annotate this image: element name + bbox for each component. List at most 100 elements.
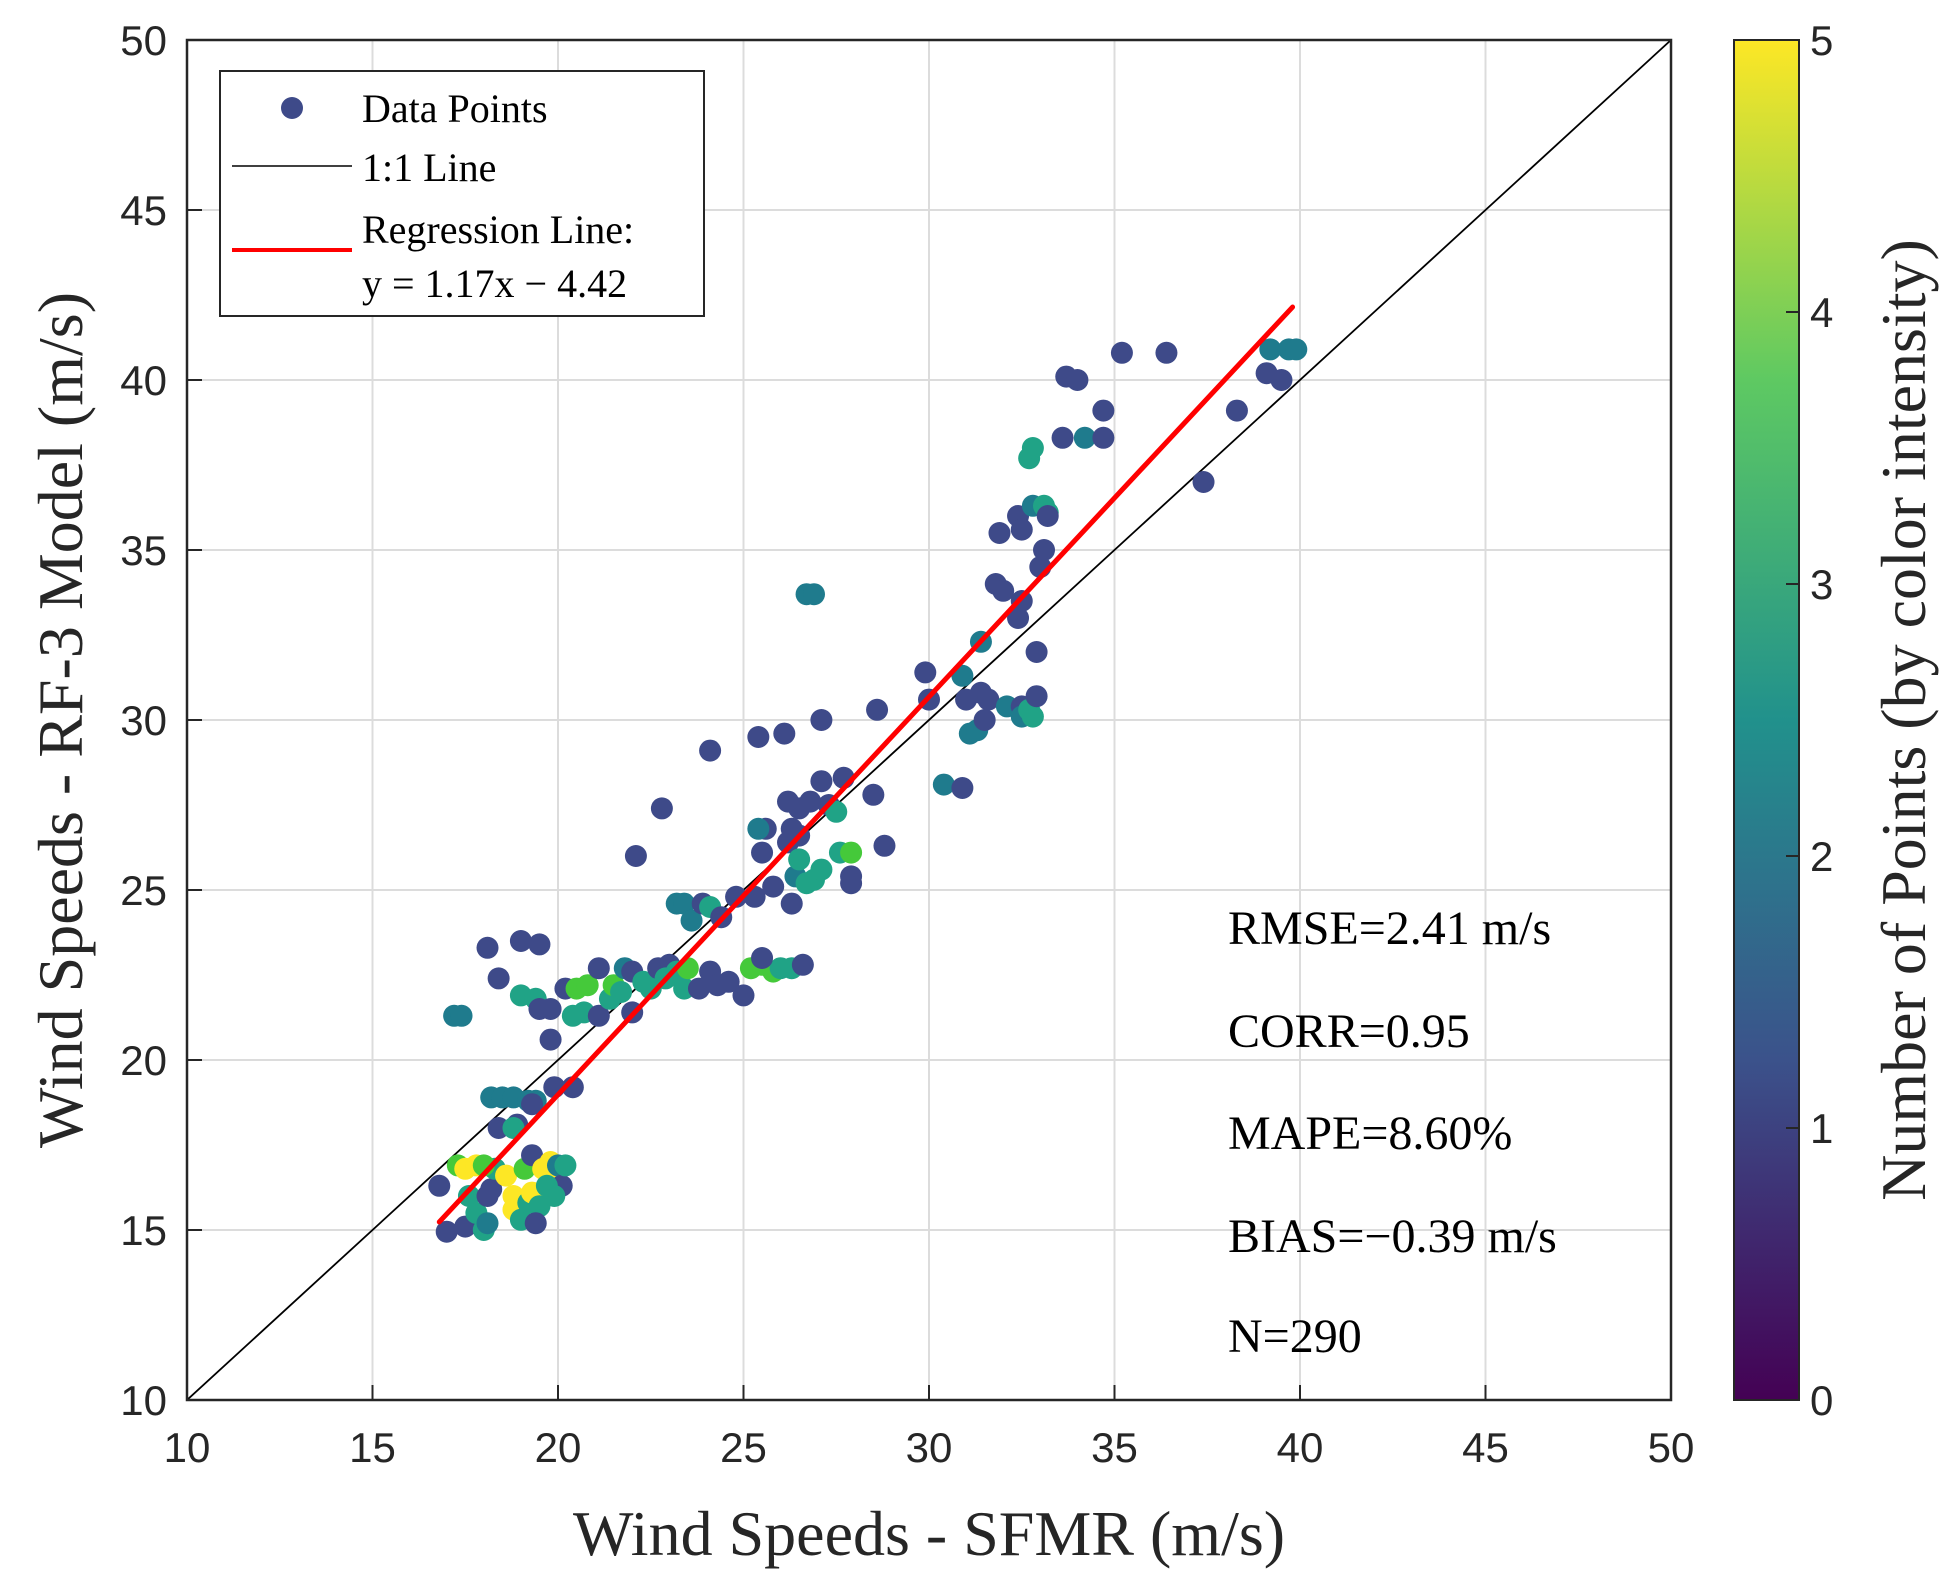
y-tick-label: 30 — [120, 697, 167, 744]
data-point — [799, 790, 822, 813]
x-tick-label: 25 — [720, 1424, 767, 1471]
y-tick-label: 15 — [120, 1207, 167, 1254]
regression-line-path — [436, 304, 1296, 1225]
data-point — [539, 998, 562, 1020]
data-point — [840, 841, 863, 864]
stat-bias: BIAS=−0.39 m/s — [1228, 1210, 1557, 1263]
data-point — [673, 892, 696, 915]
data-point — [762, 875, 785, 898]
data-point — [509, 930, 532, 952]
data-point — [476, 1212, 499, 1235]
data-point — [780, 892, 803, 915]
x-tick-label: 20 — [535, 1424, 582, 1471]
data-point — [725, 885, 748, 908]
axis-ticks: 10 15 20 25 30 35 40 45 50 10 15 20 25 30 35 40 45 50 — [120, 17, 1694, 1471]
data-point — [825, 800, 848, 823]
data-point — [576, 974, 599, 997]
y-tick-label: 35 — [120, 527, 167, 574]
colorbar: 0 1 2 3 4 5 Number of Points (by color intens… — [1733, 17, 1939, 1424]
legend-label-regression-equation: y = 1.17x − 4.42 — [362, 261, 627, 306]
data-point — [528, 933, 551, 956]
data-point — [747, 817, 770, 840]
data-point — [1092, 399, 1115, 422]
data-point — [840, 872, 863, 895]
stat-mape: MAPE=8.60% — [1228, 1107, 1512, 1160]
colorbar-tick-label: 0 — [1810, 1377, 1833, 1424]
data-point — [751, 841, 774, 864]
data-point — [1036, 505, 1059, 527]
colorbar-tick-label: 1 — [1810, 1105, 1833, 1152]
x-axis-label: Wind Speeds - SFMR (m/s) — [573, 1498, 1285, 1569]
data-point — [535, 1174, 558, 1197]
data-point — [699, 739, 722, 762]
data-point — [1033, 539, 1056, 561]
data-point — [1110, 341, 1133, 364]
data-point — [1155, 341, 1178, 364]
y-tick-label: 20 — [120, 1037, 167, 1084]
data-point — [1066, 369, 1089, 391]
data-point — [951, 777, 974, 799]
data-point — [587, 957, 610, 980]
data-point — [810, 770, 833, 793]
legend-marker-data-points — [281, 97, 303, 119]
data-point — [1073, 426, 1096, 449]
data-point — [751, 947, 774, 969]
x-tick-label: 45 — [1462, 1424, 1509, 1471]
data-point — [1225, 399, 1248, 422]
stat-corr: CORR=0.95 — [1228, 1005, 1470, 1058]
data-point — [450, 1004, 473, 1027]
data-point — [788, 848, 811, 871]
data-point — [587, 1004, 610, 1027]
data-point — [791, 953, 814, 976]
data-points — [428, 338, 1308, 1243]
data-point — [810, 858, 833, 881]
legend: Data Points 1:1 Line Regression Line: y … — [219, 70, 705, 317]
stats-annotations: RMSE=2.41 m/s CORR=0.95 MAPE=8.60% BIAS=… — [1228, 902, 1557, 1363]
data-point — [732, 984, 755, 1007]
y-tick-label: 10 — [120, 1377, 167, 1424]
x-tick-label: 10 — [164, 1424, 211, 1471]
data-point — [480, 1178, 503, 1201]
data-point — [1025, 685, 1048, 708]
data-point — [610, 981, 633, 1003]
y-tick-label: 40 — [120, 357, 167, 404]
data-point — [932, 773, 955, 796]
data-point — [539, 1028, 562, 1051]
legend-label-regression-line: Regression Line: — [362, 207, 634, 252]
data-point — [687, 977, 710, 1000]
data-point — [1259, 338, 1282, 361]
stat-rmse: RMSE=2.41 m/s — [1228, 902, 1551, 955]
data-point — [810, 709, 833, 731]
data-point — [1192, 471, 1215, 493]
data-point — [487, 967, 510, 990]
data-point — [802, 583, 825, 606]
data-point — [1270, 369, 1293, 391]
data-point — [524, 1212, 547, 1235]
stat-n: N=290 — [1228, 1310, 1362, 1363]
data-point — [992, 579, 1015, 602]
data-point — [428, 1174, 451, 1197]
x-tick-label: 30 — [906, 1424, 953, 1471]
legend-label-identity-line: 1:1 Line — [362, 145, 496, 190]
colorbar-gradient — [1733, 39, 1800, 1401]
data-point — [435, 1220, 458, 1243]
data-point — [988, 522, 1011, 544]
colorbar-tick-label: 5 — [1810, 17, 1833, 64]
data-point — [1092, 426, 1115, 449]
colorbar-tick-label: 4 — [1810, 289, 1833, 336]
data-point — [476, 936, 499, 959]
data-point — [457, 1185, 480, 1207]
data-point — [495, 1164, 518, 1187]
identity-line — [186, 39, 1672, 1401]
data-point — [914, 661, 937, 684]
data-point — [866, 698, 889, 721]
data-point — [977, 688, 1000, 711]
colorbar-label: Number of Points (by color intensity) — [1868, 239, 1939, 1201]
colorbar-ticks: 0 1 2 3 4 5 — [1786, 17, 1833, 1424]
x-tick-label: 50 — [1648, 1424, 1695, 1471]
data-point — [773, 722, 796, 745]
data-point — [650, 797, 673, 820]
y-tick-label: 45 — [120, 187, 167, 234]
x-tick-label: 40 — [1277, 1424, 1324, 1471]
